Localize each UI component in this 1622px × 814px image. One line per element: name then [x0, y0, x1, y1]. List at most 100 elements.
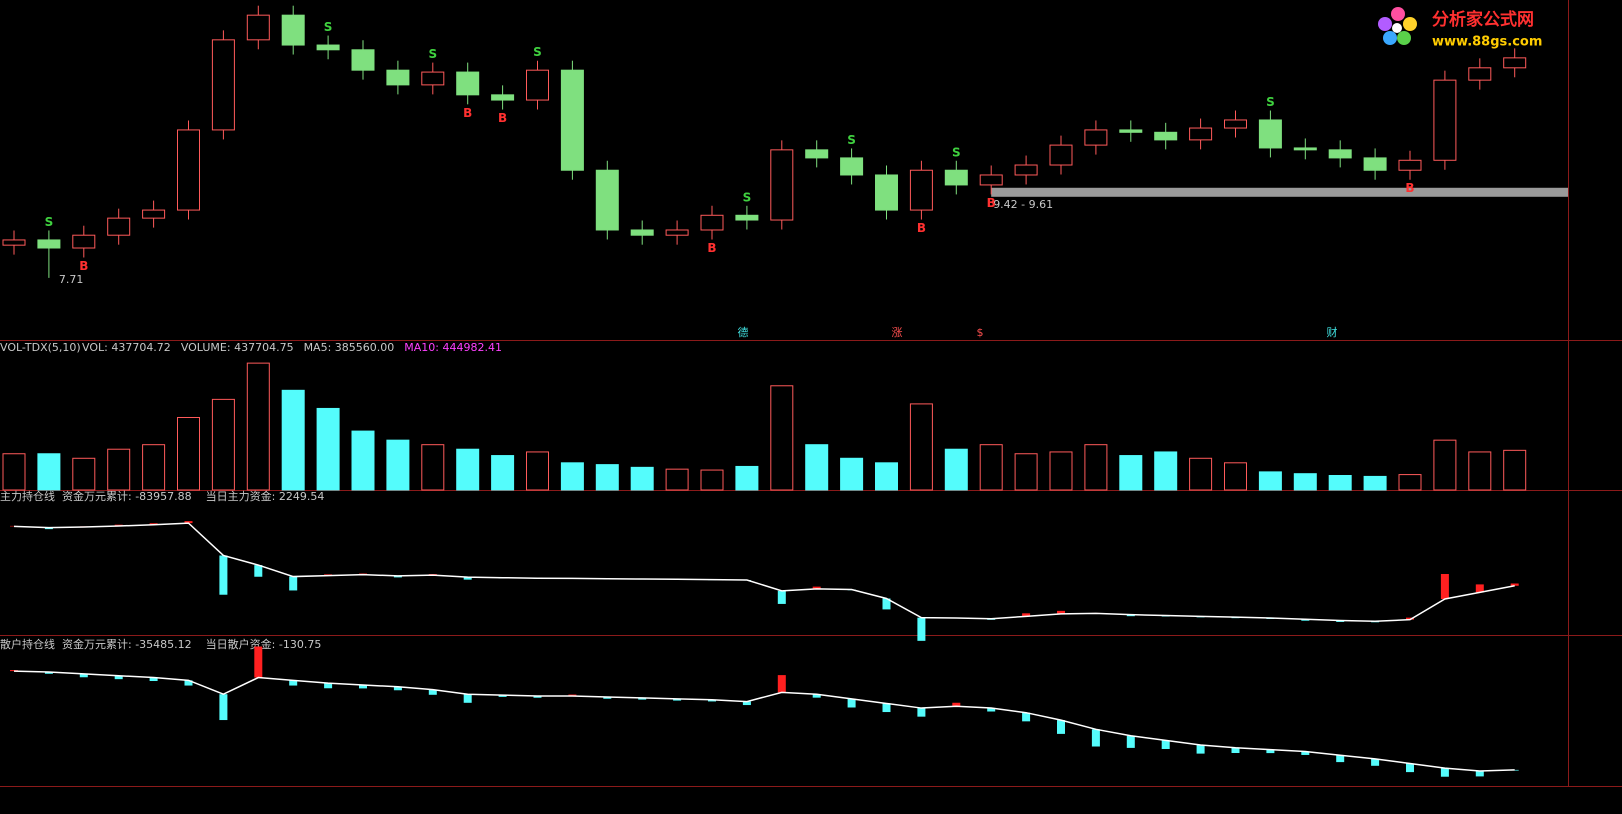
daily-bar — [882, 703, 891, 713]
volume-bar — [944, 448, 968, 491]
daily-bar — [1057, 720, 1065, 734]
volume-bar — [1293, 473, 1317, 491]
daily-bar — [149, 677, 158, 682]
daily-bar — [638, 697, 647, 700]
candle-body — [1189, 127, 1213, 141]
signal: S — [428, 47, 437, 61]
logo-petal — [1391, 7, 1405, 21]
daily-bar — [1022, 712, 1031, 722]
candle-body — [560, 69, 584, 171]
daily-bar — [1336, 755, 1345, 763]
panel-title: VOL-TDX(5,10) — [0, 341, 81, 354]
volume-bar — [1363, 475, 1387, 491]
volume-bar — [735, 465, 759, 491]
candle-body — [840, 157, 864, 176]
daily-bar — [1091, 729, 1100, 747]
logo-petal — [1378, 17, 1392, 31]
daily-bar — [812, 586, 821, 589]
candle-body — [875, 174, 898, 211]
volume-bar — [526, 451, 549, 491]
volume-bar — [211, 398, 235, 491]
daily-bar — [742, 701, 751, 706]
volume-bar — [72, 457, 96, 491]
candle-body — [246, 14, 270, 41]
daily-bar — [777, 675, 786, 693]
candle-body — [37, 239, 61, 249]
volume-bar — [491, 455, 515, 491]
candle-body — [1258, 119, 1282, 149]
daily-bar — [79, 673, 88, 678]
candle-body — [72, 234, 96, 249]
signal: B — [498, 111, 507, 125]
volume-bar — [840, 457, 864, 491]
candle-body — [1049, 144, 1073, 166]
signal: S — [45, 215, 54, 229]
daily-bar — [882, 598, 891, 610]
volume-bar — [1084, 444, 1108, 491]
volume-bar — [1119, 455, 1143, 491]
signal: S — [847, 133, 856, 147]
volume-bar — [595, 464, 619, 491]
candle-body — [630, 229, 654, 236]
volume-bar — [700, 469, 724, 491]
daily-bar — [1406, 763, 1414, 773]
candle-body — [491, 94, 515, 101]
daily-bar — [777, 590, 786, 604]
candle-body — [1363, 157, 1387, 171]
legend-entry: MA10: 444982.41 — [404, 341, 502, 354]
signal: B — [463, 106, 472, 120]
candle-body — [1119, 129, 1143, 133]
signal: S — [533, 45, 542, 59]
daily-bar — [1196, 745, 1205, 754]
daily-bar — [44, 672, 53, 674]
volume-bar — [281, 389, 305, 491]
legend-entry: 资金万元累计: -35485.12 — [62, 637, 192, 651]
volume-bar — [875, 462, 898, 491]
signal: B — [917, 221, 926, 235]
candle-body — [2, 239, 26, 246]
volume-bar — [386, 439, 410, 491]
candle-body — [1293, 147, 1317, 151]
daily-bar — [254, 565, 263, 577]
legend-entry: 当日主力资金: 2249.54 — [206, 489, 325, 503]
candle-body — [177, 129, 200, 211]
daily-bar — [463, 694, 472, 703]
volume-bar — [1224, 462, 1247, 491]
candle-body — [421, 71, 445, 86]
signal: B — [987, 196, 996, 210]
volume-bar — [177, 417, 200, 491]
candle-body — [456, 71, 480, 96]
daily-bar — [917, 617, 926, 641]
candle-body — [735, 214, 759, 221]
volume-bar — [1328, 475, 1352, 491]
daily-bar — [1266, 749, 1275, 754]
candle-body — [805, 149, 829, 159]
daily-bar — [1475, 771, 1484, 777]
daily-bar — [324, 683, 333, 689]
candle-body — [979, 174, 1003, 186]
logo-center — [1392, 23, 1402, 33]
volume-bar — [630, 466, 654, 491]
daily-bar — [1475, 584, 1484, 593]
daily-bar — [1301, 751, 1310, 755]
candle-body — [1433, 79, 1457, 161]
volume-bar — [1398, 474, 1422, 491]
candle-body — [316, 44, 340, 51]
daily-bar — [219, 555, 228, 595]
daily-bar — [917, 708, 926, 717]
daily-bar — [603, 696, 612, 699]
daily-bar — [1440, 574, 1449, 599]
candle-body — [526, 69, 549, 101]
daily-bar — [184, 680, 193, 686]
logo-petal — [1403, 17, 1417, 31]
daily-bar — [1510, 583, 1519, 586]
daily-bar — [254, 646, 263, 678]
volume-bar — [1189, 457, 1213, 491]
daily-bar — [533, 696, 542, 698]
volume-bar — [1049, 451, 1073, 491]
candle-body — [1328, 149, 1352, 159]
daily-bar — [10, 670, 18, 672]
volume-bar — [1468, 451, 1492, 491]
